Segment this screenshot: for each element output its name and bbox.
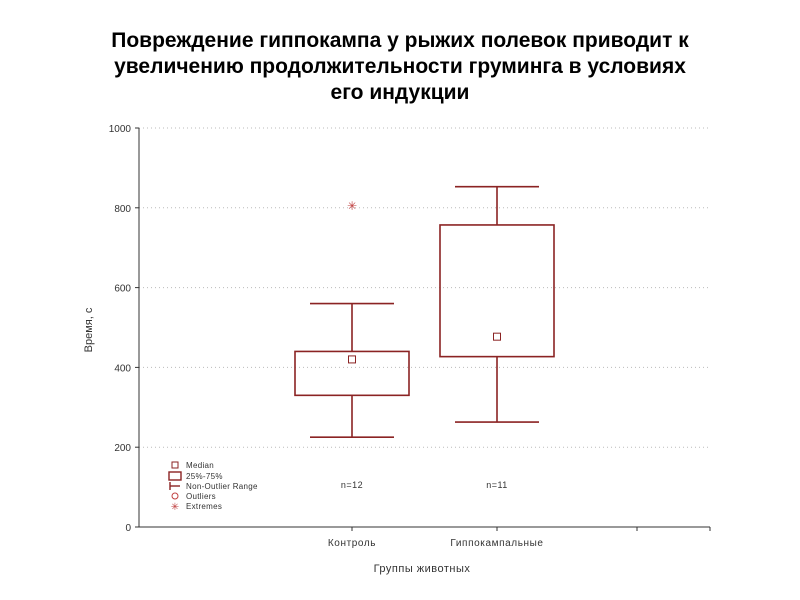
- extreme-marker: ✳: [347, 199, 357, 213]
- y-tick-label: 400: [114, 363, 131, 374]
- median-marker: [493, 332, 501, 341]
- legend-label-extremes: Extremes: [186, 502, 222, 511]
- y-tick-label: 800: [114, 204, 131, 215]
- legend-label-box: 25%-75%: [186, 472, 223, 481]
- median-marker: [348, 355, 356, 364]
- legend: ✳ Median 25%-75%Non-Outlier RangeOutliersE…: [168, 461, 258, 513]
- title-line: Повреждение гиппокампа у рыжих полевок п…: [111, 29, 689, 52]
- axes: [138, 128, 710, 528]
- y-tick-label: 200: [114, 443, 131, 454]
- title-line: его индукции: [330, 81, 470, 104]
- x-tick-label: Гиппокампальные: [450, 538, 543, 549]
- x-axis-ticks: Контроль Гиппокампальные: [328, 527, 711, 549]
- x-tick-label: Контроль: [328, 538, 376, 549]
- legend-label-median: Median: [186, 461, 214, 470]
- box-2: n=11: [439, 185, 555, 490]
- iqr-box: [294, 350, 410, 397]
- legend-outlier-icon: [171, 492, 179, 500]
- page-title: Повреждение гиппокампа у рыжих полевок п…: [20, 28, 780, 106]
- legend-box-icon: [168, 471, 182, 481]
- y-tick-label: 1000: [109, 124, 132, 135]
- iqr-box: [439, 224, 555, 358]
- y-axis-ticks: 0 200 400 600 800 1000: [109, 124, 139, 534]
- n-label: n=11: [486, 480, 508, 490]
- legend-extreme-icon: ✳: [171, 502, 179, 513]
- n-label: n=12: [341, 480, 363, 490]
- grid: [139, 127, 710, 448]
- legend-median-icon: [171, 461, 179, 469]
- title-line: увеличению продолжительности груминга в …: [114, 55, 686, 78]
- y-tick-label: 600: [114, 284, 131, 295]
- y-axis-label: Время, с: [83, 307, 95, 352]
- x-axis-label: Группы животных: [374, 563, 471, 575]
- boxes: ✳ n=12 n=11: [294, 185, 555, 490]
- y-tick-label: 0: [125, 523, 131, 534]
- legend-label-range: Non-Outlier Range: [186, 482, 258, 491]
- box-1: ✳ n=12: [294, 199, 410, 490]
- legend-label-outliers: Outliers: [186, 492, 216, 501]
